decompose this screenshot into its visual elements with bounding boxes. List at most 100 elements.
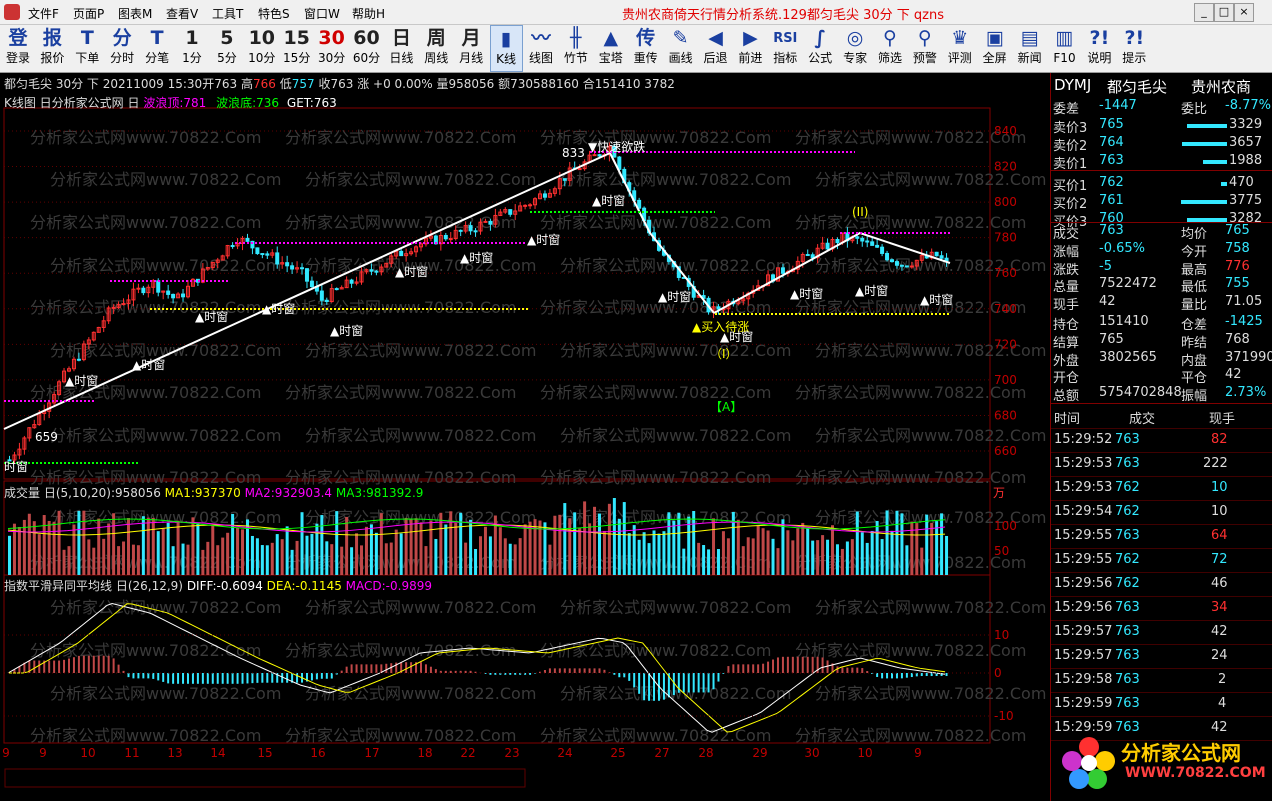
tips-icon: ?! (1124, 27, 1145, 49)
ask-volume-bar (1182, 142, 1227, 146)
menu-view[interactable]: 查看V (166, 7, 199, 21)
indicator-icon: RSI (773, 31, 798, 46)
kline-icon: ▮ (500, 28, 512, 50)
toolbar-1min-button[interactable]: 1 1分 (176, 25, 209, 72)
toolbar-bamboo-button[interactable]: ╫ 竹节 (559, 25, 592, 72)
volume-bar (637, 539, 641, 575)
candle-body (141, 287, 146, 294)
quote-panel: DYMJ 都匀毛尖 贵州农商 委差 -1447 委比 -8.77% 卖价3 765… (1050, 73, 1272, 801)
volume-bar (211, 525, 215, 575)
volume-bar (394, 529, 398, 575)
toolbar-monthly-button[interactable]: 月月线 (455, 25, 488, 72)
toolbar-draw-button[interactable]: ✎ 画线 (664, 25, 697, 72)
toolbar-tick-button[interactable]: T 分笔 (141, 25, 174, 72)
ask-label: 卖价2 (1053, 139, 1088, 154)
volume-bar (206, 541, 210, 575)
candle-body (215, 259, 220, 263)
close-button[interactable]: × (1234, 3, 1254, 22)
candle-body (364, 269, 369, 273)
toolbar-tower-button[interactable]: ▲ 宝塔 (594, 25, 627, 72)
volume-bar (910, 521, 914, 575)
menu-page[interactable]: 页面P (73, 7, 105, 21)
toolbar-intraday-button[interactable]: 分分时 (106, 25, 139, 72)
volume-bar (126, 518, 130, 575)
volume-bar (855, 511, 859, 575)
xaxis-tick: 28 (698, 746, 713, 760)
ask-row[interactable]: 卖价3 765 3329 (1051, 117, 1272, 136)
screen-icon: ⚲ (883, 27, 897, 49)
toolbar-resend-button[interactable]: 传重传 (629, 25, 662, 72)
stats-row: 涨跌 -5 最高 776 (1051, 259, 1272, 278)
30min-icon: 30 (318, 27, 345, 49)
toolbar-30min-button[interactable]: 30 30分 (315, 25, 348, 72)
toolbar-expert-button[interactable]: ◎ 专家 (839, 25, 872, 72)
candle-body (295, 267, 300, 270)
ask-row[interactable]: 卖价1 763 1988 (1051, 153, 1272, 172)
candle-body (166, 290, 171, 295)
toolbar-forward-button[interactable]: ▶ 前进 (734, 25, 767, 72)
tick-row: 15:29:52 763 82 (1051, 428, 1272, 453)
menu-help[interactable]: 帮助H (352, 7, 386, 21)
toolbar-alert-button[interactable]: ⚲ 预警 (908, 25, 941, 72)
menu-special[interactable]: 特色S (258, 7, 290, 21)
menu-chart[interactable]: 图表M (118, 7, 153, 21)
toolbar-weekly-button[interactable]: 周周线 (420, 25, 453, 72)
toolbar-news-button[interactable]: ▤ 新闻 (1013, 25, 1046, 72)
xaxis-tick: 18 (417, 746, 432, 760)
toolbar-formula-button[interactable]: ∫ 公式 (804, 25, 837, 72)
tick-price: 762 (1115, 552, 1140, 567)
toolbar-fullscreen-button[interactable]: ▣ 全屏 (978, 25, 1011, 72)
toolbar-15min-button[interactable]: 15 15分 (280, 25, 313, 72)
toolbar-screen-button[interactable]: ⚲ 筛选 (874, 25, 907, 72)
stat-value: 763 (1099, 223, 1124, 238)
toolbar-back-button[interactable]: ◀ 后退 (699, 25, 732, 72)
watermark-text: 分析家公式网www.70822.Com (305, 508, 536, 527)
toolbar-60min-button[interactable]: 60 60分 (350, 25, 383, 72)
xaxis-tick: 27 (654, 746, 669, 760)
charts-svg[interactable]: 分析家公式网www.70822.Com 分析家公式网www.70822.Com 分析… (0, 73, 1050, 801)
menu-tools[interactable]: 工具T (212, 7, 244, 21)
toolbar-10min-button[interactable]: 10 10分 (245, 25, 278, 72)
ask-row[interactable]: 卖价2 764 3657 (1051, 135, 1272, 154)
toolbar-1min-label: 1分 (182, 51, 202, 65)
candle-body (523, 204, 528, 207)
candle-body (944, 257, 949, 262)
toolbar-indicator-button[interactable]: RSI 指标 (769, 25, 802, 72)
toolbar-indicator-label: 指标 (773, 51, 798, 65)
candle-body (914, 259, 919, 267)
news-icon: ▤ (1020, 27, 1039, 49)
watermark-text: 分析家公式网www.70822.Com (50, 341, 281, 360)
watermark-text: 分析家公式网www.70822.Com (305, 426, 536, 445)
bid-row[interactable]: 买价2 761 3775 (1051, 193, 1272, 212)
bid-row[interactable]: 买价1 762 470 (1051, 175, 1272, 194)
xaxis-tick: 11 (124, 746, 139, 760)
toolbar-order-button[interactable]: T 下单 (71, 25, 104, 72)
minimize-button[interactable]: _ (1194, 3, 1214, 22)
menu-file[interactable]: 文件F (28, 7, 59, 21)
tick-volume: 222 (1203, 456, 1228, 471)
volume-bar (845, 541, 849, 575)
toolbar-login-button[interactable]: 登登录 (2, 25, 34, 72)
candle-body (265, 253, 270, 256)
time-window-signal: ▲时窗 (790, 287, 823, 301)
toolbar-f10-button[interactable]: ▥ F10 (1048, 25, 1081, 72)
menu-window[interactable]: 窗口W (304, 7, 340, 21)
volume-bar (270, 542, 274, 575)
toolbar-quote-button[interactable]: 报报价 (36, 25, 69, 72)
toolbar-kline-button[interactable]: ▮ K线 (489, 25, 523, 72)
watermark-text: 分析家公式网www.70822.Com (815, 508, 1046, 527)
toolbar-manual-button[interactable]: ?! 说明 (1083, 25, 1116, 72)
toolbar-evaluate-button[interactable]: ♛ 评测 (943, 25, 976, 72)
volume-bar (424, 546, 428, 575)
ticks-header-price: 成交 (1129, 412, 1156, 427)
toolbar-daily-button[interactable]: 日日线 (385, 25, 418, 72)
candle-body (547, 192, 552, 198)
ma1-label: MA1:937370 (164, 486, 241, 500)
toolbar-5min-button[interactable]: 5 5分 (210, 25, 243, 72)
commission-ratio-value: -8.77% (1225, 98, 1271, 113)
toolbar-linechart-button[interactable]: 〰线图 (525, 25, 558, 72)
ask-price: 763 (1099, 153, 1124, 168)
volume-bar (776, 548, 780, 575)
toolbar-tips-button[interactable]: ?! 提示 (1118, 25, 1151, 72)
maximize-button[interactable]: □ (1214, 3, 1234, 22)
